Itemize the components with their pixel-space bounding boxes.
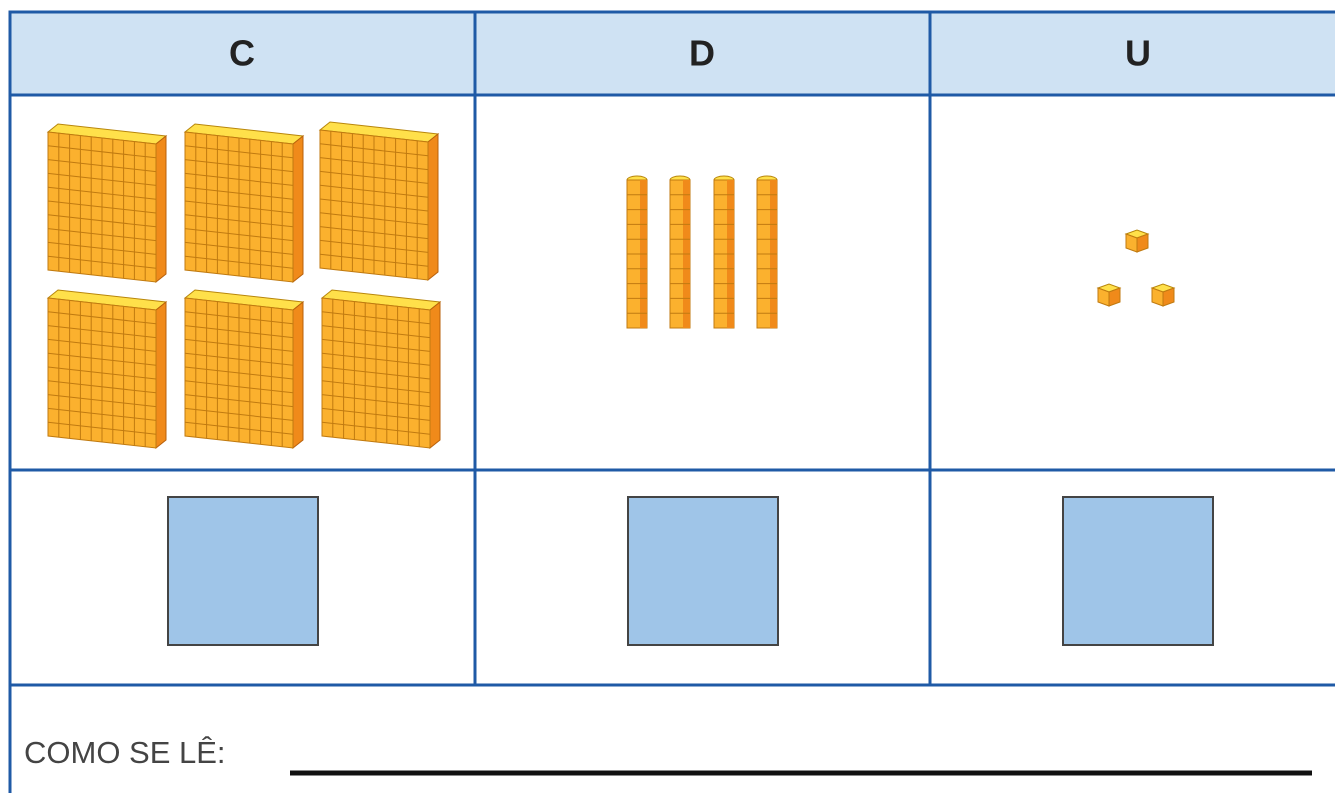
flat-grid xyxy=(184,380,294,394)
flat-grid xyxy=(184,214,294,228)
header-cell: U xyxy=(1125,33,1151,74)
answer-box[interactable] xyxy=(627,496,779,646)
flat-grid xyxy=(319,212,429,226)
hundred-flat xyxy=(320,289,442,450)
flat-grid xyxy=(321,366,431,380)
flat-grid xyxy=(184,241,294,255)
answer-box[interactable] xyxy=(1062,496,1214,646)
flat-grid xyxy=(321,394,431,408)
hundred-flat xyxy=(318,121,440,282)
unit-cube xyxy=(1096,283,1122,307)
hundred-flat xyxy=(46,123,168,284)
flat-side xyxy=(155,300,167,450)
flat-side xyxy=(292,300,304,450)
flat-grid xyxy=(184,366,294,380)
ten-rod xyxy=(669,175,691,329)
flat-grid xyxy=(319,198,429,212)
flat-side xyxy=(427,132,439,282)
flat-grid xyxy=(319,239,429,253)
unit-cube xyxy=(1124,229,1150,253)
flat-grid xyxy=(47,380,157,394)
flat-grid xyxy=(47,366,157,380)
table-grid xyxy=(8,10,1335,793)
cube-right xyxy=(1108,287,1121,307)
ten-rod xyxy=(626,175,648,329)
flat-side xyxy=(429,300,441,450)
flat-grid xyxy=(184,421,294,435)
cube-right xyxy=(1136,233,1149,253)
answer-box[interactable] xyxy=(167,496,319,646)
hundred-flat xyxy=(46,289,168,450)
flat-side xyxy=(292,134,304,284)
flat-grid xyxy=(184,200,294,214)
flat-grid xyxy=(184,407,294,421)
flat-grid xyxy=(47,241,157,255)
answer-boxes xyxy=(167,496,1214,646)
flat-grid xyxy=(47,214,157,228)
hundred-flat xyxy=(183,289,305,450)
flat-grid xyxy=(47,421,157,435)
flat-grid xyxy=(321,407,431,421)
cube-right xyxy=(1162,287,1175,307)
flat-grid xyxy=(47,228,157,242)
flat-grid xyxy=(47,407,157,421)
flat-grid xyxy=(47,394,157,408)
flat-grid xyxy=(184,228,294,242)
header-cell: C xyxy=(229,33,255,74)
flat-grid xyxy=(184,394,294,408)
ten-rod xyxy=(756,175,778,329)
hundred-flat xyxy=(183,123,305,284)
unit-cube xyxy=(1150,283,1176,307)
header-row xyxy=(10,12,1335,95)
flat-grid xyxy=(321,421,431,435)
base-ten-blocks xyxy=(46,121,1176,450)
flat-side xyxy=(155,134,167,284)
flat-grid xyxy=(321,380,431,394)
flat-grid xyxy=(319,253,429,267)
header-cell: D xyxy=(689,33,715,74)
flat-grid xyxy=(47,255,157,269)
reading-label: COMO SE LÊ: xyxy=(24,735,226,770)
flat-grid xyxy=(319,226,429,240)
ten-rod xyxy=(713,175,735,329)
flat-grid xyxy=(47,200,157,214)
flat-grid xyxy=(184,255,294,269)
